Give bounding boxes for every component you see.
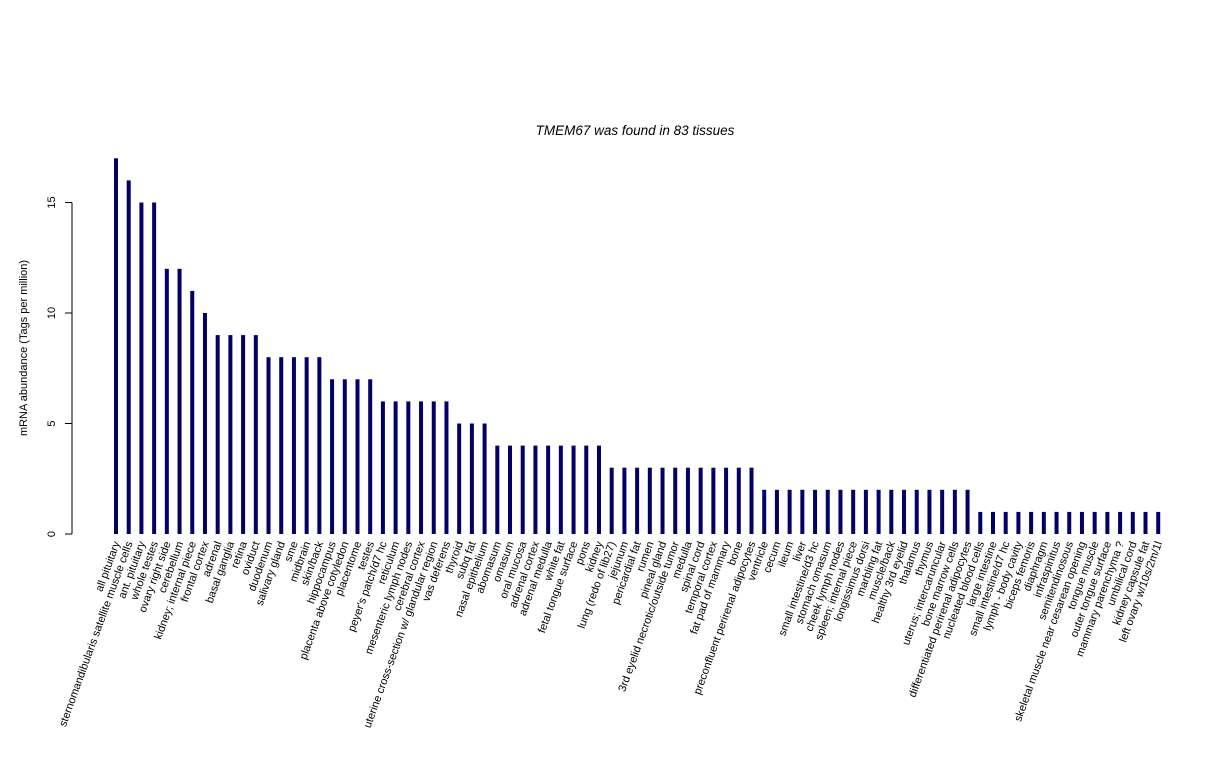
bar: [266, 357, 271, 534]
bar: [177, 268, 182, 534]
bar: [444, 401, 449, 534]
bar: [889, 489, 894, 534]
bar: [126, 180, 131, 534]
bar: [520, 445, 525, 534]
bar: [965, 489, 970, 534]
bar: [304, 357, 309, 534]
bar: [152, 202, 157, 534]
bar: [571, 445, 576, 534]
y-tick-label: 15: [46, 196, 58, 208]
bar: [749, 467, 754, 534]
bar: [774, 489, 779, 534]
bar: [724, 467, 729, 534]
bar: [685, 467, 690, 534]
y-axis: 0 5 10 15: [46, 196, 73, 537]
bar: [380, 401, 385, 534]
bar: [1054, 511, 1059, 534]
bar: [584, 445, 589, 534]
x-tick-label: sternomandibularis satellite muscle cell…: [57, 539, 136, 728]
bar: [609, 467, 614, 534]
bar: [114, 158, 118, 535]
bar: [876, 489, 881, 534]
bar: [736, 467, 741, 534]
bar: [482, 423, 487, 534]
chart-title: TMEM67 was found in 83 tissues: [536, 123, 735, 138]
bar: [940, 489, 945, 534]
bar: [825, 489, 830, 534]
bar: [406, 401, 411, 534]
y-tick-label: 5: [46, 420, 58, 426]
y-axis-label: mRNA abundance (Tags per million): [18, 260, 30, 436]
bar: [1143, 511, 1148, 534]
bar: [787, 489, 792, 534]
bar: [1105, 511, 1110, 534]
bar: [368, 379, 373, 534]
y-tick-label: 10: [46, 307, 58, 319]
bar: [838, 489, 843, 534]
bar: [800, 489, 805, 534]
bar: [711, 467, 716, 534]
bar: [1029, 511, 1034, 534]
bar: [558, 445, 563, 534]
bar: [863, 489, 868, 534]
bar: [164, 268, 169, 534]
bar: [1092, 511, 1097, 534]
bar: [698, 467, 703, 534]
bar: [851, 489, 856, 534]
bar: [241, 335, 246, 534]
bar: [469, 423, 474, 534]
bar: [215, 335, 220, 534]
bar: [978, 511, 983, 534]
bar: [635, 467, 640, 534]
bar: [291, 357, 296, 534]
bar: [647, 467, 652, 534]
bar: [1079, 511, 1084, 534]
bar: [533, 445, 538, 534]
bar: [546, 445, 551, 534]
bar: [342, 379, 347, 534]
bar: [317, 357, 322, 534]
bar: [202, 313, 207, 534]
bar: [660, 467, 665, 534]
bar: [1016, 511, 1021, 534]
bar: [330, 379, 335, 534]
bar: [1130, 511, 1135, 534]
bar: [495, 445, 500, 534]
bar: [457, 423, 462, 534]
bar: [279, 357, 284, 534]
bar: [190, 290, 195, 534]
bar: [1041, 511, 1046, 534]
bar: [228, 335, 233, 534]
bar: [762, 489, 767, 534]
bar: [990, 511, 995, 534]
bar: [508, 445, 513, 534]
bar: [1118, 511, 1123, 534]
bar: [596, 445, 601, 534]
bars: [114, 158, 1161, 535]
bar: [419, 401, 424, 534]
bar: [902, 489, 907, 534]
bar: [393, 401, 398, 534]
bar: [1067, 511, 1072, 534]
y-tick-label: 0: [46, 531, 58, 537]
bar: [1156, 511, 1161, 534]
bar: [673, 467, 678, 534]
bar: [927, 489, 932, 534]
bar: [355, 379, 360, 534]
bar: [139, 202, 144, 534]
bar: [1003, 511, 1008, 534]
bar: [622, 467, 627, 534]
bar: [813, 489, 818, 534]
bar: [914, 489, 919, 534]
bar: [952, 489, 957, 534]
bar: [253, 335, 258, 534]
bar: [431, 401, 436, 534]
